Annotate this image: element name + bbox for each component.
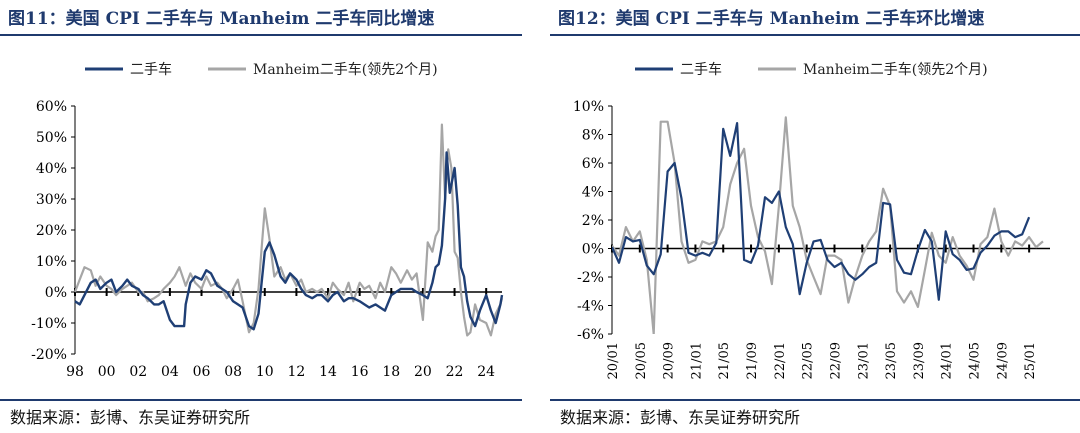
y-tick-label: 2% [582,213,604,229]
figure-11-bottom-rule [0,399,522,401]
x-tick-label: 23/05 [884,342,899,379]
x-tick-label: 06 [193,364,211,380]
x-tick-label: 22/01 [773,342,788,379]
figure-12-source: 数据来源：彭博、东吴证券研究所 [560,408,801,427]
axes: -20% -10% 0% 10% 20% 30% 40% 50% 60% 98 00 02 04 06 08… [31,99,502,380]
y-tick-label: 50% [36,130,67,146]
figure-11-top-rule [0,34,522,36]
x-tick-label: 98 [66,364,84,380]
x-tick-label: 22/05 [801,342,816,379]
figure-12-panel: 图12：美国 CPI 二手车与 Manheim 二手车环比增速 二手车 Manhe… [550,0,1080,433]
figure-12-bottom-rule [550,399,1080,401]
legend: 二手车 Manheim二手车(领先2个月) [85,61,438,78]
x-tick-label: 16 [351,364,369,380]
y-tick-label: -20% [31,347,67,363]
legend-label-1: 二手车 [130,61,172,78]
y-tick-label: -4% [577,299,604,315]
y-tick-label: 0% [45,285,67,301]
series-manheim-line [612,116,1044,334]
mom-line-chart: 二手车 Manheim二手车(领先2个月) -6% -4% -2% 0% 2% 4% 6% 8%… [573,61,1050,379]
x-tick-label: 23/09 [912,342,927,379]
legend-label-1: 二手车 [680,61,722,78]
x-tick-label: 22/09 [828,342,843,379]
x-tick-label: 20 [414,364,432,380]
figure-11-panel: 图11：美国 CPI 二手车与 Manheim 二手车同比增速 二手车 Manhe… [0,0,530,433]
legend-label-2: Manheim二手车(领先2个月) [803,61,988,78]
x-tick-label: 24/09 [995,342,1010,379]
x-tick-label: 14 [319,364,337,380]
y-tick-label: 0% [582,242,604,258]
y-tick-label: 10% [36,254,67,270]
y-tick-label: -2% [577,270,604,286]
x-tick-label: 21/05 [717,342,732,379]
figure-11-title: 图11：美国 CPI 二手车与 Manheim 二手车同比增速 [8,9,435,29]
series-group [73,123,504,337]
x-tick-label: 25/01 [1023,342,1038,379]
legend-label-2: Manheim二手车(领先2个月) [253,61,438,78]
figure-11-source: 数据来源：彭博、东吴证券研究所 [10,408,251,427]
x-tick-label: 12 [287,364,305,380]
series-cpi-used-car-line [74,151,504,331]
y-tick-label: 8% [582,128,604,144]
x-tick-label: 23/01 [856,342,871,379]
x-tick-label: 02 [129,364,147,380]
y-tick-label: 4% [582,185,604,201]
series-cpi-used-car-line [612,122,1031,301]
figure-12-title: 图12：美国 CPI 二手车与 Manheim 二手车环比增速 [558,9,985,29]
y-tick-label: -10% [31,316,67,332]
y-tick-label: 20% [36,223,67,239]
y-tick-label: 40% [36,161,67,177]
x-tick-label: 10 [256,364,274,380]
axes: -6% -4% -2% 0% 2% 4% 6% 8% 10% 20/01 20/05 20/09 21/… [573,99,1050,379]
x-tick-label: 00 [98,364,116,380]
x-tick-label: 24/01 [940,342,955,379]
x-tick-label: 04 [161,364,179,380]
y-tick-label: 60% [36,99,67,115]
x-tick-label: 21/01 [689,342,704,379]
figure-12-top-rule [550,34,1080,36]
x-tick-label: 24/05 [968,342,983,379]
x-tick-label: 18 [382,364,400,380]
y-tick-label: 6% [582,156,604,172]
x-tick-label: 20/05 [634,342,649,379]
yoy-line-chart: 二手车 Manheim二手车(领先2个月) -20% -10% 0% 10% 20% 30%… [31,61,504,380]
x-tick-label: 20/09 [662,342,677,379]
series-group [612,116,1044,334]
x-tick-label: 20/01 [606,342,621,379]
y-tick-label: 30% [36,192,67,208]
legend: 二手车 Manheim二手车(领先2个月) [635,61,988,78]
y-tick-label: 10% [573,99,604,115]
x-tick-label: 24 [477,364,495,380]
y-tick-label: -6% [577,327,604,343]
x-tick-label: 08 [224,364,242,380]
x-tick-label: 21/09 [745,342,760,379]
series-manheim-line [73,123,504,337]
x-tick-label: 22 [446,364,464,380]
